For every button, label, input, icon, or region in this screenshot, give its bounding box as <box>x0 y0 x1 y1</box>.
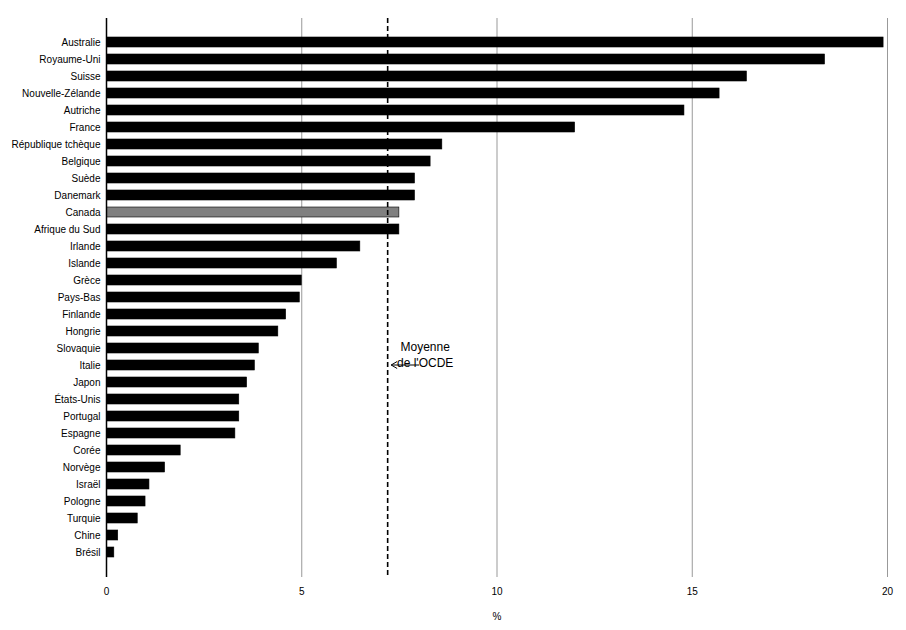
svg-text:Islande: Islande <box>68 258 101 269</box>
svg-text:Israël: Israël <box>76 479 100 490</box>
svg-text:Norvège: Norvège <box>63 462 101 473</box>
svg-text:Autriche: Autriche <box>64 105 101 116</box>
svg-text:Nouvelle-Zélande: Nouvelle-Zélande <box>22 88 101 99</box>
svg-text:15: 15 <box>687 586 699 597</box>
svg-text:France: France <box>69 122 101 133</box>
svg-text:Belgique: Belgique <box>62 156 101 167</box>
svg-text:Suède: Suède <box>72 173 101 184</box>
svg-text:République tchèque: République tchèque <box>12 139 101 150</box>
svg-text:Corée: Corée <box>73 445 101 456</box>
svg-text:Afrique du Sud: Afrique du Sud <box>34 224 100 235</box>
svg-text:Pologne: Pologne <box>64 496 101 507</box>
svg-text:Canada: Canada <box>65 207 100 218</box>
svg-text:Italie: Italie <box>79 360 101 371</box>
svg-text:Royaume-Uni: Royaume-Uni <box>39 54 100 65</box>
svg-text:Suisse: Suisse <box>70 71 100 82</box>
svg-text:20: 20 <box>882 586 894 597</box>
html-text:de l'OCDE: de l'OCDE <box>397 356 454 370</box>
svg-text:0: 0 <box>104 586 110 597</box>
svg-text:Slovaquie: Slovaquie <box>57 343 101 354</box>
svg-text:Japon: Japon <box>73 377 100 388</box>
svg-text:Pays-Bas: Pays-Bas <box>58 292 101 303</box>
svg-text:Grèce: Grèce <box>73 275 101 286</box>
svg-text:Brésil: Brésil <box>75 547 100 558</box>
svg-text:%: % <box>493 611 502 622</box>
svg-text:Turquie: Turquie <box>67 513 101 524</box>
svg-text:Australie: Australie <box>62 37 101 48</box>
svg-text:États-Unis: États-Unis <box>54 393 100 405</box>
svg-text:Danemark: Danemark <box>54 190 101 201</box>
svg-text:10: 10 <box>491 586 503 597</box>
svg-text:Espagne: Espagne <box>61 428 101 439</box>
svg-text:5: 5 <box>299 586 305 597</box>
svg-text:Finlande: Finlande <box>62 309 101 320</box>
html-text:Moyenne: Moyenne <box>400 340 450 354</box>
svg-text:Hongrie: Hongrie <box>65 326 100 337</box>
svg-text:Portugal: Portugal <box>63 411 100 422</box>
svg-text:Irlande: Irlande <box>70 241 101 252</box>
svg-text:Chine: Chine <box>74 530 101 541</box>
